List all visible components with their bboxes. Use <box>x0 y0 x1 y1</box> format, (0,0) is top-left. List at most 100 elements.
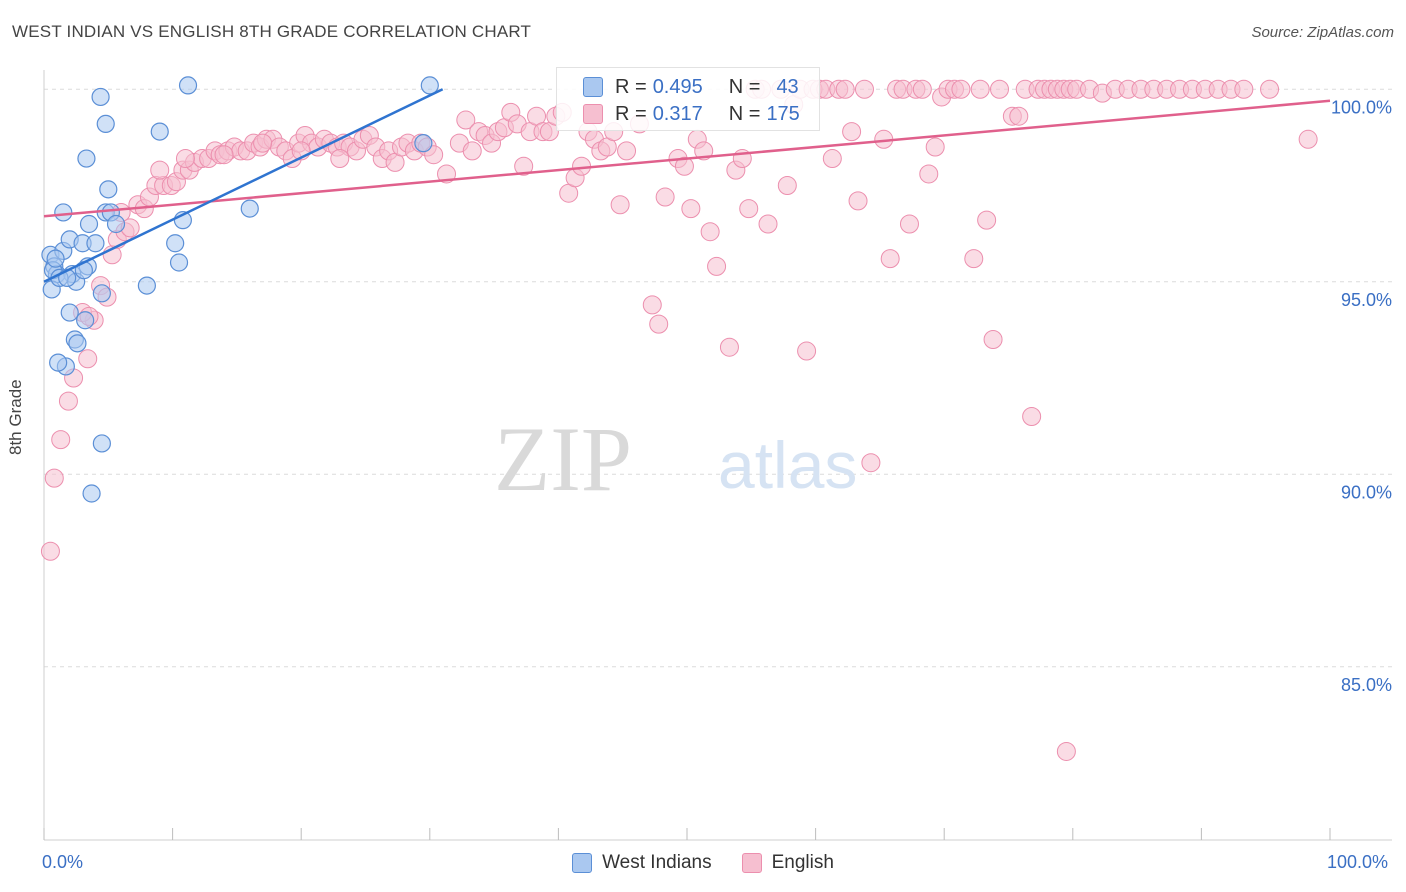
english-point <box>899 214 919 234</box>
west-indians-point <box>49 353 68 372</box>
series-legend: West Indians English <box>0 852 1406 874</box>
west-indians-point <box>420 76 439 95</box>
chart-title: WEST INDIAN VS ENGLISH 8TH GRADE CORRELA… <box>12 22 532 41</box>
y-tick-label: 90.0% <box>1341 482 1392 502</box>
english-point <box>694 141 714 161</box>
english-point <box>456 110 476 130</box>
legend-swatch-english <box>741 853 762 873</box>
english-point <box>462 141 482 161</box>
english-point <box>51 430 71 450</box>
trend-lines <box>43 88 1331 283</box>
english-point <box>977 210 997 230</box>
english-point <box>848 191 868 211</box>
english-point <box>1009 106 1029 126</box>
english-point <box>912 79 932 99</box>
english-point <box>150 160 170 180</box>
english-point <box>707 256 727 276</box>
english-point <box>989 79 1009 99</box>
west-indians-point <box>150 122 169 141</box>
english-point <box>649 314 669 334</box>
english-point <box>1260 79 1280 99</box>
english-point <box>1298 129 1318 149</box>
english-point <box>925 137 945 157</box>
legend-label-west-indians: West Indians <box>602 852 712 873</box>
west-indians-point <box>46 249 65 268</box>
legend-n-key: N = <box>728 102 761 125</box>
english-point <box>797 341 817 361</box>
west-indians-point <box>166 234 185 253</box>
legend-label-english: English <box>771 852 834 873</box>
axes <box>43 70 1392 841</box>
legend-n-key: N = <box>728 75 761 98</box>
y-tick-label: 95.0% <box>1341 290 1392 310</box>
watermark-atlas: atlas <box>718 428 857 502</box>
west-indians-point <box>77 149 96 168</box>
west-indians-point <box>60 303 79 322</box>
west-indians-point <box>137 276 156 295</box>
west-indians-point <box>79 214 99 234</box>
english-point <box>681 199 701 219</box>
english-point <box>854 79 874 99</box>
x-tick-label-max: 100.0% <box>1327 852 1389 872</box>
west-indians-point <box>92 284 111 303</box>
west-indians-point <box>82 484 101 503</box>
watermark-zip: ZIP <box>494 408 632 510</box>
source-label: Source: ZipAtlas.com <box>1251 24 1394 41</box>
legend-swatch-blue <box>583 77 603 97</box>
y-tick-labels: 85.0% 90.0% 95.0% 100.0% <box>1331 97 1392 695</box>
english-point <box>835 79 855 99</box>
english-point <box>983 330 1003 349</box>
legend-item-english[interactable]: English <box>741 852 834 874</box>
y-tick-label: 100.0% <box>1331 97 1392 117</box>
west-indians-trend-line <box>43 88 444 283</box>
legend-item-west-indians[interactable]: West Indians <box>572 852 712 874</box>
english-point <box>617 141 637 161</box>
west-indians-point <box>96 114 115 134</box>
english-point <box>861 453 881 473</box>
legend-r-value: 0.317 <box>652 102 703 125</box>
english-point <box>951 79 971 99</box>
english-point <box>424 145 444 165</box>
english-point <box>964 249 984 269</box>
legend-swatch-pink <box>583 104 603 124</box>
legend-row-west-indians: R = 0.495 N = 43 <box>583 74 799 100</box>
english-point <box>214 145 234 165</box>
english-point <box>330 149 350 169</box>
english-point <box>514 156 534 176</box>
english-point <box>674 156 694 176</box>
english-point <box>842 122 862 142</box>
english-point <box>719 337 739 357</box>
english-point <box>880 249 900 269</box>
english-point <box>642 295 662 315</box>
legend-r-key: R = <box>615 75 647 98</box>
west-indians-point <box>76 311 95 330</box>
west-indians-point <box>169 253 189 272</box>
west-indians-point <box>414 134 433 153</box>
legend-r-key: R = <box>615 102 647 125</box>
english-point <box>1234 79 1254 99</box>
legend-row-english: R = 0.317 N = 175 <box>583 101 800 127</box>
english-point <box>655 187 675 207</box>
x-tick-label-min: 0.0% <box>42 852 84 872</box>
english-point <box>970 79 990 99</box>
legend-n-value: 43 <box>776 75 799 98</box>
y-axis-label: 8th Grade <box>6 379 25 455</box>
english-point <box>175 149 195 169</box>
west-indians-point <box>54 203 73 222</box>
y-tick-label: 85.0% <box>1341 675 1392 695</box>
english-point <box>1022 407 1042 426</box>
west-indians-points <box>41 76 439 503</box>
english-point <box>78 349 98 369</box>
grid-lines <box>44 88 1392 668</box>
west-indians-point <box>92 434 111 453</box>
stats-legend: R = 0.495 N = 43 R = 0.317 N = 175 <box>556 67 820 131</box>
watermark: ZIP atlas <box>494 408 857 510</box>
english-point <box>758 214 778 234</box>
english-point <box>44 468 64 488</box>
english-point <box>777 176 797 195</box>
legend-r-value: 0.495 <box>652 75 703 98</box>
west-indians-point <box>99 180 118 199</box>
english-point <box>700 222 720 242</box>
english-point <box>822 149 842 169</box>
